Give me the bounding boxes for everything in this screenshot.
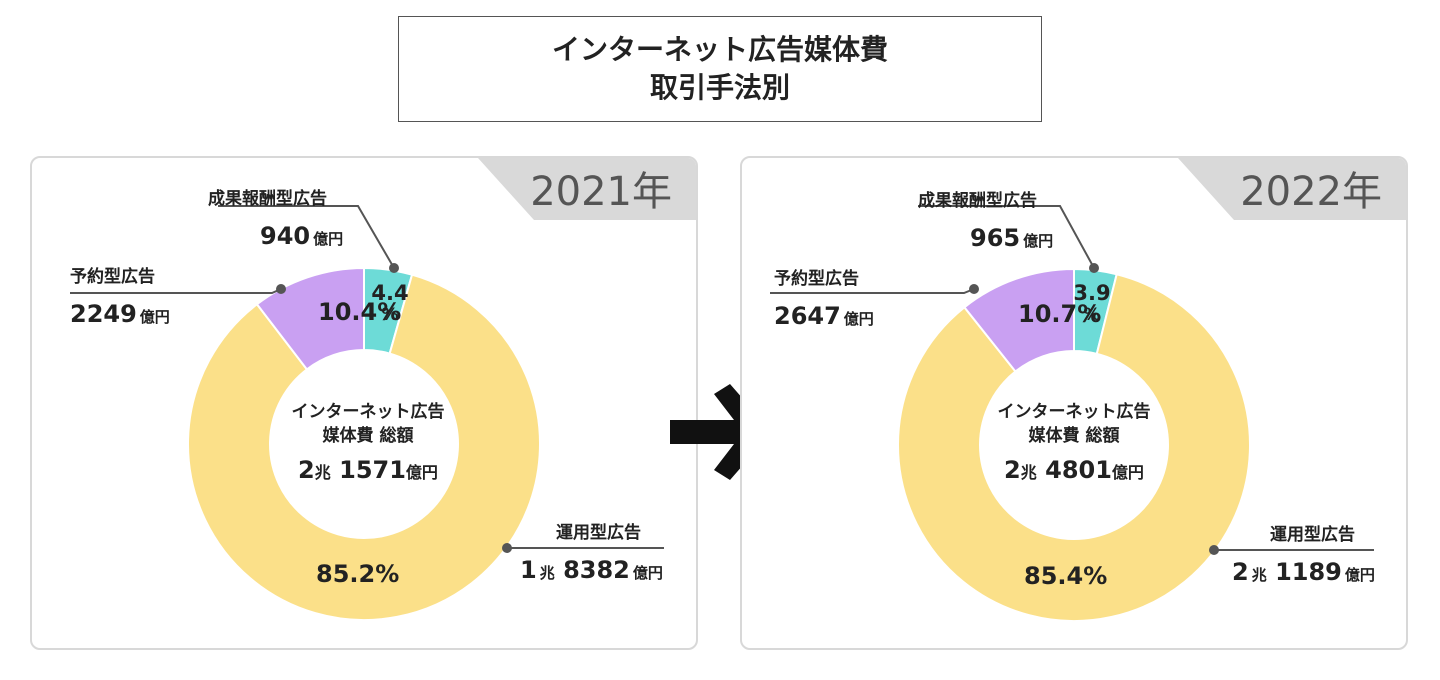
label-seika-value-2021: 940 億円 xyxy=(260,222,344,250)
year-label-2021: 2021年 xyxy=(530,169,672,215)
pct-unyo-2021: 85.2% xyxy=(316,560,400,588)
donut-svg-2021: 2021年 xyxy=(70,158,696,621)
pct-yoyaku-2022: 10.7% xyxy=(1018,300,1102,328)
chart-title-box: インターネット広告媒体費 取引手法別 xyxy=(398,16,1042,122)
label-unyo-name-2021: 運用型広告 xyxy=(556,523,641,543)
center-total-value-2022: 2兆 4801億円 xyxy=(1004,456,1144,484)
chart-title-line2: 取引手法別 xyxy=(649,71,790,104)
label-yoyaku-value-2022: 2647 億円 xyxy=(774,302,874,330)
leader-dot-unyo-2021 xyxy=(502,543,512,553)
donut-svg-2022: 2022年 xyxy=(770,158,1406,622)
center-total-2021: インターネット広告 媒体費 総額 2兆 1571億円 xyxy=(248,400,488,491)
leader-dot-seika-2022 xyxy=(1089,263,1099,273)
leader-yoyaku-2022 xyxy=(770,288,975,294)
slice-yoyaku-2022 xyxy=(962,267,1075,373)
slice-unyo-2021 xyxy=(187,273,541,621)
label-yoyaku-name-2021: 予約型広告 xyxy=(70,267,155,287)
year-label-2022: 2022年 xyxy=(1240,169,1382,215)
center-total-2022: インターネット広告 媒体費 総額 2兆 4801億円 xyxy=(954,400,1194,491)
label-yoyaku-name-2022: 予約型広告 xyxy=(774,269,859,289)
label-seika-name-2022: 成果報酬型広告 xyxy=(918,191,1037,211)
donut-2022 xyxy=(897,267,1251,622)
leader-dot-unyo-2022 xyxy=(1209,545,1219,555)
label-unyo-name-2022: 運用型広告 xyxy=(1270,525,1355,545)
center-line2-2021: 媒体費 総額 xyxy=(322,426,414,446)
leader-seika-2022 xyxy=(918,205,1095,269)
year-tab-2021 xyxy=(478,158,696,220)
pct-unyo-2022: 85.4% xyxy=(1024,562,1108,590)
year-tab-2022 xyxy=(1178,158,1406,220)
leader-dot-seika-2021 xyxy=(389,263,399,273)
center-line1-2022: インターネット広告 xyxy=(997,402,1151,422)
center-line1-2021: インターネット広告 xyxy=(291,402,445,422)
leader-dot-yoyaku-2022 xyxy=(969,284,979,294)
label-seika-name-2021: 成果報酬型広告 xyxy=(208,189,327,209)
donut-2021 xyxy=(187,266,541,621)
pct-seika-2022: 3.9% xyxy=(1073,281,1111,325)
center-line2-2022: 媒体費 総額 xyxy=(1028,426,1120,446)
center-total-value-2021: 2兆 1571億円 xyxy=(298,456,438,484)
leader-yoyaku-2021 xyxy=(70,288,282,294)
leader-seika-2021 xyxy=(218,205,395,269)
label-seika-value-2022: 965 億円 xyxy=(970,224,1054,252)
pct-seika-2021: 4.4% xyxy=(371,281,409,325)
chart-panel-2021: 2021年 成果報酬型広告 940 億円 予約型広告 2249 億円 運用型広告 1… xyxy=(30,156,698,650)
leader-dot-yoyaku-2021 xyxy=(276,284,286,294)
label-yoyaku-value-2021: 2249 億円 xyxy=(70,300,170,328)
chart-title-line1: インターネット広告媒体費 xyxy=(551,33,888,66)
chart-panel-2022: 2022年 成果報酬型広告 965 億円 予約型広告 2647 億円 運用型広告 2… xyxy=(740,156,1408,650)
slice-unyo-2022 xyxy=(897,273,1251,622)
pct-yoyaku-2021: 10.4% xyxy=(318,298,402,326)
